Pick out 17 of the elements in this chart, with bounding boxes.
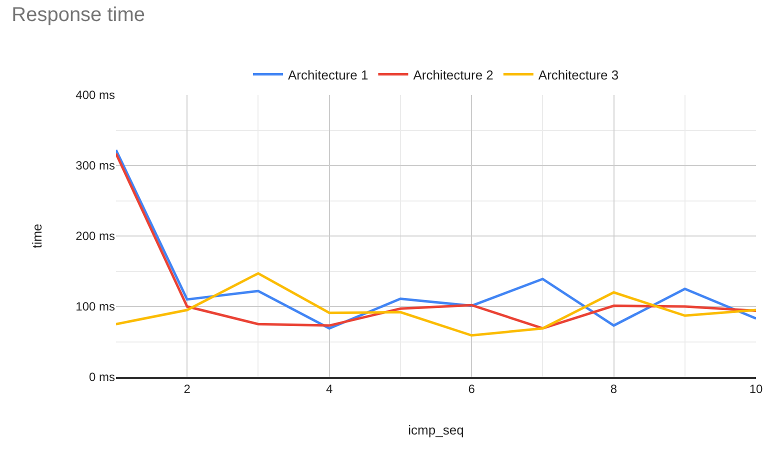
legend-label: Architecture 2 [413, 67, 494, 82]
x-tick-label: 4 [326, 382, 333, 396]
y-tick-label: 300 ms [76, 158, 115, 173]
legend-label: Architecture 3 [538, 67, 619, 82]
y-axis-title: time [30, 224, 45, 248]
x-tick-label: 8 [610, 382, 618, 396]
x-tick-label: 6 [468, 382, 476, 396]
x-tick-label: 10 [749, 382, 763, 396]
y-tick-label: 400 ms [76, 88, 115, 102]
legend-label: Architecture 1 [288, 67, 368, 82]
x-tick-label: 2 [184, 382, 191, 396]
y-tick-label: 100 ms [76, 300, 115, 314]
y-tick-label: 200 ms [76, 229, 115, 244]
line-series [116, 272, 756, 337]
x-axis-title: icmp_seq [408, 422, 464, 438]
y-tick-label: 0 ms [88, 370, 115, 384]
chart-title: Response time [12, 4, 146, 26]
